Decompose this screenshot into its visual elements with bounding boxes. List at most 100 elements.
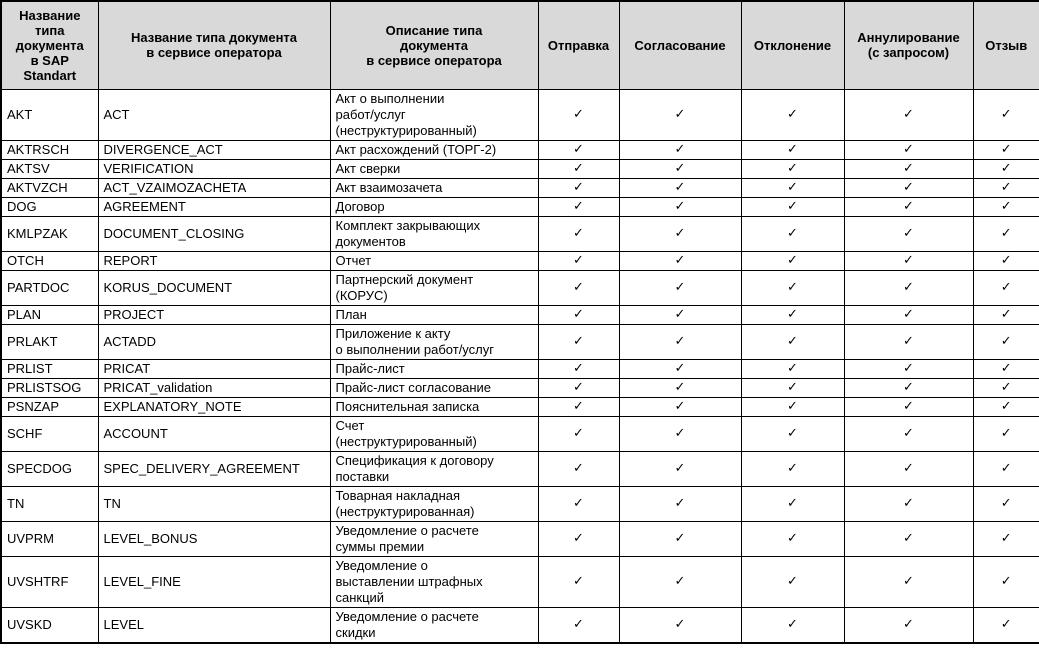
cell-sap-doc-type: UVSHTRF bbox=[0, 555, 99, 608]
header-approval: Согласование bbox=[618, 0, 742, 90]
cell-check-approval: ✓ bbox=[618, 555, 742, 608]
cell-check-rejection: ✓ bbox=[740, 269, 845, 306]
cell-doc-description: Акт сверки bbox=[329, 158, 539, 179]
cell-check-recall: ✓ bbox=[972, 215, 1039, 252]
cell-check-annulment: ✓ bbox=[843, 269, 974, 306]
cell-operator-doc-type: VERIFICATION bbox=[97, 158, 331, 179]
cell-doc-description: Отчет bbox=[329, 250, 539, 271]
cell-doc-description: Товарная накладная (неструктурированная) bbox=[329, 485, 539, 522]
cell-check-rejection: ✓ bbox=[740, 250, 845, 271]
cell-check-send: ✓ bbox=[537, 177, 620, 198]
cell-check-recall: ✓ bbox=[972, 158, 1039, 179]
table-row: AKT ACT Акт о выполнении работ/услуг (нест… bbox=[0, 88, 1039, 141]
table-row: AKTRSCH DIVERGENCE_ACT Акт расхождений (ТО… bbox=[0, 139, 1039, 160]
cell-check-rejection: ✓ bbox=[740, 88, 845, 141]
cell-check-approval: ✓ bbox=[618, 250, 742, 271]
cell-check-annulment: ✓ bbox=[843, 606, 974, 643]
cell-doc-description: Прайс-лист bbox=[329, 358, 539, 379]
cell-check-send: ✓ bbox=[537, 377, 620, 398]
cell-check-rejection: ✓ bbox=[740, 323, 845, 360]
cell-check-recall: ✓ bbox=[972, 415, 1039, 452]
cell-operator-doc-type: PRICAT bbox=[97, 358, 331, 379]
table-row: PRLIST PRICAT Прайс-лист ✓ ✓ ✓ ✓ ✓ bbox=[0, 358, 1039, 379]
table-row: PARTDOC KORUS_DOCUMENT Партнерский докумен… bbox=[0, 269, 1039, 306]
cell-check-send: ✓ bbox=[537, 606, 620, 643]
cell-check-approval: ✓ bbox=[618, 358, 742, 379]
cell-sap-doc-type: PRLISTSOG bbox=[0, 377, 99, 398]
cell-check-approval: ✓ bbox=[618, 196, 742, 217]
cell-check-annulment: ✓ bbox=[843, 139, 974, 160]
cell-operator-doc-type: ACCOUNT bbox=[97, 415, 331, 452]
table-row: TN TN Товарная накладная (неструктурирован… bbox=[0, 485, 1039, 522]
cell-check-annulment: ✓ bbox=[843, 158, 974, 179]
header-send: Отправка bbox=[537, 0, 620, 90]
cell-sap-doc-type: PRLAKT bbox=[0, 323, 99, 360]
cell-check-send: ✓ bbox=[537, 304, 620, 325]
cell-operator-doc-type: LEVEL_FINE bbox=[97, 555, 331, 608]
cell-operator-doc-type: DIVERGENCE_ACT bbox=[97, 139, 331, 160]
cell-check-send: ✓ bbox=[537, 215, 620, 252]
cell-operator-doc-type: REPORT bbox=[97, 250, 331, 271]
cell-check-recall: ✓ bbox=[972, 323, 1039, 360]
cell-check-recall: ✓ bbox=[972, 485, 1039, 522]
cell-sap-doc-type: DOG bbox=[0, 196, 99, 217]
cell-check-approval: ✓ bbox=[618, 269, 742, 306]
header-operator-doc-desc: Описание типа документа в сервисе операт… bbox=[329, 0, 539, 90]
cell-sap-doc-type: SPECDOG bbox=[0, 450, 99, 487]
cell-sap-doc-type: UVPRM bbox=[0, 520, 99, 557]
cell-operator-doc-type: PROJECT bbox=[97, 304, 331, 325]
cell-check-annulment: ✓ bbox=[843, 450, 974, 487]
cell-sap-doc-type: PSNZAP bbox=[0, 396, 99, 417]
cell-sap-doc-type: AKTRSCH bbox=[0, 139, 99, 160]
table-row: PRLISTSOG PRICAT_validation Прайс-лист сог… bbox=[0, 377, 1039, 398]
cell-doc-description: Комплект закрывающих документов bbox=[329, 215, 539, 252]
cell-check-annulment: ✓ bbox=[843, 555, 974, 608]
table-row: SCHF ACCOUNT Счет (неструктурированный) ✓ ✓ ✓… bbox=[0, 415, 1039, 452]
cell-sap-doc-type: AKT bbox=[0, 88, 99, 141]
cell-sap-doc-type: TN bbox=[0, 485, 99, 522]
cell-check-approval: ✓ bbox=[618, 520, 742, 557]
cell-check-approval: ✓ bbox=[618, 177, 742, 198]
cell-check-recall: ✓ bbox=[972, 250, 1039, 271]
cell-doc-description: Уведомление о расчете суммы премии bbox=[329, 520, 539, 557]
cell-check-rejection: ✓ bbox=[740, 396, 845, 417]
cell-check-send: ✓ bbox=[537, 396, 620, 417]
table-row: AKTSV VERIFICATION Акт сверки ✓ ✓ ✓ ✓ ✓ bbox=[0, 158, 1039, 179]
cell-doc-description: План bbox=[329, 304, 539, 325]
cell-check-rejection: ✓ bbox=[740, 304, 845, 325]
header-recall: Отзыв bbox=[972, 0, 1039, 90]
cell-check-recall: ✓ bbox=[972, 358, 1039, 379]
cell-sap-doc-type: UVSKD bbox=[0, 606, 99, 643]
cell-sap-doc-type: SCHF bbox=[0, 415, 99, 452]
cell-check-approval: ✓ bbox=[618, 158, 742, 179]
cell-check-rejection: ✓ bbox=[740, 450, 845, 487]
cell-check-rejection: ✓ bbox=[740, 415, 845, 452]
header-row: Название типа документа в SAP Standart Н… bbox=[0, 0, 1039, 90]
cell-sap-doc-type: PLAN bbox=[0, 304, 99, 325]
cell-operator-doc-type: AGREEMENT bbox=[97, 196, 331, 217]
cell-sap-doc-type: AKTVZCH bbox=[0, 177, 99, 198]
table-row: UVSHTRF LEVEL_FINE Уведомление о выставлен… bbox=[0, 555, 1039, 608]
cell-check-annulment: ✓ bbox=[843, 485, 974, 522]
header-annulment: Аннулирование (с запросом) bbox=[843, 0, 974, 90]
cell-check-send: ✓ bbox=[537, 450, 620, 487]
cell-check-send: ✓ bbox=[537, 269, 620, 306]
cell-operator-doc-type: TN bbox=[97, 485, 331, 522]
cell-check-rejection: ✓ bbox=[740, 358, 845, 379]
cell-operator-doc-type: ACT bbox=[97, 88, 331, 141]
cell-check-annulment: ✓ bbox=[843, 304, 974, 325]
cell-check-rejection: ✓ bbox=[740, 377, 845, 398]
cell-check-annulment: ✓ bbox=[843, 323, 974, 360]
cell-check-annulment: ✓ bbox=[843, 520, 974, 557]
cell-check-recall: ✓ bbox=[972, 177, 1039, 198]
cell-sap-doc-type: OTCH bbox=[0, 250, 99, 271]
cell-check-annulment: ✓ bbox=[843, 415, 974, 452]
cell-check-send: ✓ bbox=[537, 323, 620, 360]
cell-doc-description: Счет (неструктурированный) bbox=[329, 415, 539, 452]
cell-doc-description: Акт взаимозачета bbox=[329, 177, 539, 198]
cell-check-approval: ✓ bbox=[618, 485, 742, 522]
cell-check-annulment: ✓ bbox=[843, 396, 974, 417]
cell-check-recall: ✓ bbox=[972, 396, 1039, 417]
